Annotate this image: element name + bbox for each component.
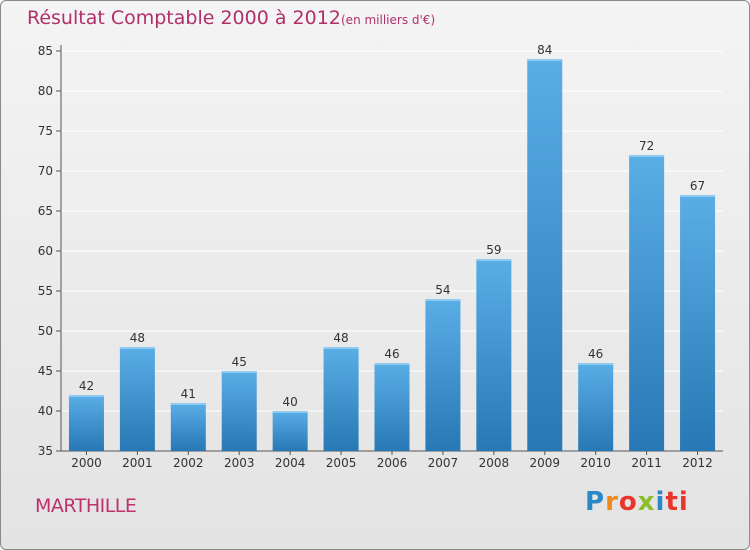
bar: [119, 347, 155, 451]
bar: [323, 347, 359, 451]
logo-letter: o: [618, 487, 638, 517]
x-tick-label: 2012: [682, 456, 713, 470]
chart-unit: (en milliers d'€): [341, 13, 436, 27]
x-tick-label: 2005: [326, 456, 357, 470]
bar-value-label: 46: [384, 347, 399, 361]
y-tick-label: 60: [38, 244, 53, 258]
bar-highlight: [680, 195, 716, 197]
bar: [425, 299, 461, 451]
bar: [221, 371, 257, 451]
logo-letter: x: [637, 487, 656, 517]
logo-letter: r: [605, 487, 619, 517]
y-tick-label: 85: [38, 44, 53, 58]
bar: [680, 195, 716, 451]
bar-value-label: 54: [435, 283, 450, 297]
x-tick-label: 2006: [377, 456, 408, 470]
y-tick-label: 45: [38, 364, 53, 378]
x-tick-label: 2001: [122, 456, 153, 470]
x-tick-label: 2007: [428, 456, 459, 470]
bar: [68, 395, 104, 451]
bar-value-label: 59: [486, 243, 501, 257]
y-tick-label: 65: [38, 204, 53, 218]
y-tick-label: 40: [38, 404, 53, 418]
bar-highlight: [476, 259, 512, 261]
bar-highlight: [170, 403, 206, 405]
bar-highlight: [629, 155, 665, 157]
bar-highlight: [323, 347, 359, 349]
x-tick-label: 2000: [71, 456, 102, 470]
y-tick-label: 70: [38, 164, 53, 178]
x-tick-label: 2010: [580, 456, 611, 470]
bar: [527, 59, 563, 451]
bar: [629, 155, 665, 451]
bar-value-label: 48: [333, 331, 348, 345]
bar-highlight: [425, 299, 461, 301]
bar-highlight: [68, 395, 104, 397]
bar-value-label: 45: [232, 355, 247, 369]
bar-value-label: 41: [181, 387, 196, 401]
bar-value-label: 72: [639, 139, 654, 153]
x-tick-label: 2011: [631, 456, 662, 470]
commune-name: MARTHILLE: [35, 495, 137, 517]
x-tick-label: 2004: [275, 456, 306, 470]
bar: [170, 403, 206, 451]
bar-highlight: [527, 59, 563, 61]
bar: [476, 259, 512, 451]
bars: [68, 59, 716, 451]
y-tick-label: 80: [38, 84, 53, 98]
logo-letter: ti: [665, 487, 689, 517]
chart-title: Résultat Comptable 2000 à 2012: [27, 7, 341, 29]
bar-value-label: 46: [588, 347, 603, 361]
x-tick-label: 2003: [224, 456, 255, 470]
logo-letter: i: [655, 487, 666, 517]
bar-highlight: [221, 371, 257, 373]
x-tick-label: 2009: [529, 456, 560, 470]
bar-highlight: [374, 363, 410, 365]
logo-letter: P: [585, 487, 606, 517]
bar-highlight: [578, 363, 614, 365]
bar: [578, 363, 614, 451]
x-tick-label: 2002: [173, 456, 204, 470]
bar: [374, 363, 410, 451]
y-tick-label: 55: [38, 284, 53, 298]
bar-value-label: 67: [690, 179, 705, 193]
y-tick-label: 75: [38, 124, 53, 138]
bar-value-label: 48: [130, 331, 145, 345]
y-tick-label: 50: [38, 324, 53, 338]
labels: 42 2000 48 2001 41 2002 45 2003 40 2004 48 2005 46 20…: [71, 43, 713, 470]
y-tick-label: 35: [38, 444, 53, 458]
bar-highlight: [272, 411, 308, 413]
bar: [272, 411, 308, 451]
bar-value-label: 84: [537, 43, 552, 57]
x-tick-label: 2008: [479, 456, 510, 470]
bar-value-label: 40: [283, 395, 298, 409]
bar-highlight: [119, 347, 155, 349]
proxiti-logo: Proxiti: [585, 487, 689, 517]
bar-value-label: 42: [79, 379, 94, 393]
